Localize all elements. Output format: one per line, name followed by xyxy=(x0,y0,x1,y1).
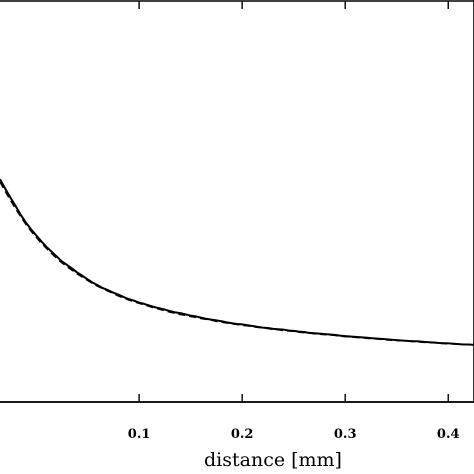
x-tick-label: 0.2 xyxy=(231,427,254,442)
x-tick-label: 0.3 xyxy=(334,427,357,442)
x-tick-label: 0.4 xyxy=(437,427,460,442)
x-tick-label: 0.1 xyxy=(128,427,151,442)
plot-frame xyxy=(0,0,474,403)
x-axis-ticks: 0.1 0.2 0.3 0.4 xyxy=(128,1,460,442)
x-axis-label: distance [mm] xyxy=(204,449,342,471)
series-line-dashed xyxy=(0,181,474,346)
series-line-solid xyxy=(0,178,474,346)
plot-area xyxy=(0,0,474,403)
series-layer xyxy=(0,178,474,346)
